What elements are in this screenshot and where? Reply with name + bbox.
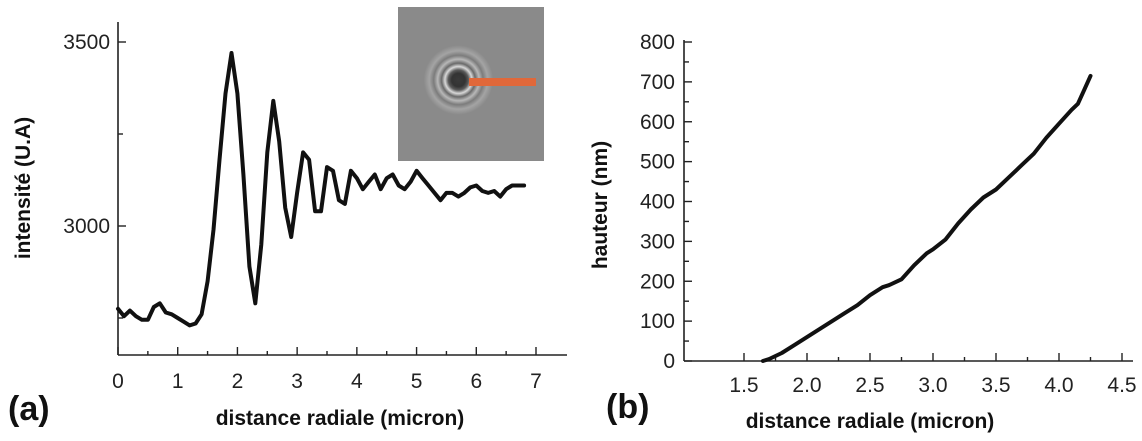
panel-a-y-tick-label: 3500: [63, 31, 110, 54]
panel-b-label: (b): [606, 388, 649, 426]
panel-b-x-tick-label: 4.0: [1044, 374, 1073, 397]
panel-b-y-label: hauteur (nm): [589, 141, 612, 269]
panel-a-x-tick-label: 0: [112, 370, 124, 393]
panel-b-y-tick-label: 600: [640, 111, 675, 134]
panel-a-inset: [398, 7, 544, 161]
panel-b-y-tick-label: 800: [640, 31, 675, 54]
panel-b-y-tick-label: 700: [640, 71, 675, 94]
panel-a-x-tick-label: 7: [530, 370, 542, 393]
panel-a-x-tick-label: 6: [470, 370, 482, 393]
panel-b-series-line: [760, 73, 1093, 363]
panel-b: 1.5 2.0 2.5 3.0 3.5 4.0 4.5 0 100 200 300 400 500 60…: [589, 31, 1137, 433]
panel-a-x-tick-label: 4: [351, 370, 363, 393]
panel-b-y-tick-label: 200: [640, 270, 675, 293]
panel-b-y-tick-label: 0: [663, 350, 675, 373]
panel-b-x-tick-label: 4.5: [1107, 374, 1136, 397]
panel-b-x-tick-label: 3.5: [981, 374, 1010, 397]
panel-a-x-tick-label: 5: [411, 370, 423, 393]
panel-b-y-tick-label: 300: [640, 230, 675, 253]
panel-a-x-tick-label: 1: [172, 370, 184, 393]
panel-a-x-tick-label: 3: [291, 370, 303, 393]
panel-a-series-line: [116, 51, 527, 328]
panel-b-y-tick-label: 400: [640, 191, 675, 214]
panel-b-x-tick-label: 2.0: [792, 374, 821, 397]
panel-a-y-tick-label: 3000: [63, 215, 110, 238]
panel-b-x-label: distance radiale (micron): [746, 410, 995, 433]
panel-a-y-label: intensité (U.A): [12, 117, 35, 259]
panel-b-y-tick-label: 500: [640, 151, 675, 174]
panel-b-x-tick-label: 2.5: [855, 374, 884, 397]
panel-b-x-tick-label: 3.0: [918, 374, 947, 397]
panel-b-x-tick-label: 1.5: [729, 374, 758, 397]
panel-a-x-tick-label: 2: [232, 370, 244, 393]
panel-a-label: (a): [8, 390, 50, 428]
panel-a: 0 1 2 3 4 5 6 7 3000 3500: [8, 7, 567, 430]
inset-ring-pattern: [408, 24, 520, 136]
panel-a-x-label: distance radiale (micron): [216, 407, 465, 430]
panel-b-y-tick-label: 100: [640, 310, 675, 333]
